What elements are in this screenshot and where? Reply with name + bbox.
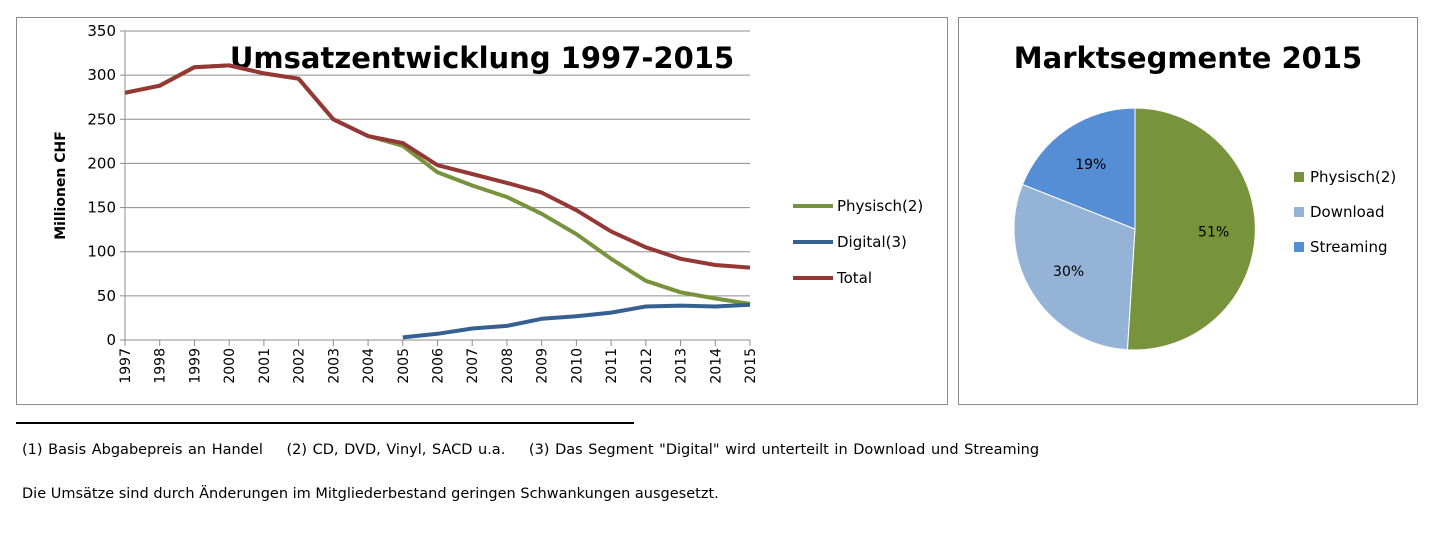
y-tick-label: 0 [106, 331, 116, 349]
pie-legend-label-physisch: Physisch(2) [1310, 168, 1396, 186]
x-tick-label: 1998 [153, 348, 169, 384]
pie-title: Marktsegmente 2015 [1014, 41, 1362, 75]
x-tick-label: 2000 [222, 348, 238, 384]
footnotes: (1) Basis Abgabepreis an Handel (2) CD, … [22, 442, 1057, 458]
x-tick-label: 2005 [396, 348, 412, 384]
pie-slice-streaming [1021, 107, 1136, 230]
series-line-total [124, 63, 751, 270]
pie-slice-physisch [1126, 107, 1256, 351]
pie-label-download: 30% [1053, 264, 1084, 280]
x-tick-label: 2015 [743, 348, 759, 384]
chart-title: Umsatzentwicklung 1997-2015 [230, 41, 734, 75]
pie-legend-label-streaming: Streaming [1310, 238, 1387, 256]
line-chart: 0 50 100 150 200 250 300 350 1997 1998 1999 2000 200… [53, 22, 923, 384]
x-tick-label: 2003 [326, 348, 342, 384]
y-tick-label: 100 [87, 243, 116, 261]
pie-chart: Marktsegmente 2015 51% 30% 19% Physisch(2) Do… [1013, 41, 1396, 351]
x-tick-label: 2007 [465, 348, 481, 384]
y-tick-label: 350 [87, 22, 116, 40]
x-tick-label: 2014 [708, 348, 724, 384]
pie-chart-panel: Marktsegmente 2015 51% 30% 19% Physisch(2) Do… [958, 17, 1418, 405]
x-tick-label: 2011 [604, 348, 620, 384]
x-tick-label: 2013 [674, 348, 690, 384]
line-chart-panel: 0 50 100 150 200 250 300 350 1997 1998 1999 2000 200… [16, 17, 948, 405]
pie-legend-swatch-streaming [1294, 242, 1304, 252]
footnote-1: (1) Basis Abgabepreis an Handel [22, 442, 263, 458]
x-tick-label: 2010 [569, 348, 585, 384]
footnote-3: (3) Das Segment "Digital" wird unterteil… [528, 442, 1040, 458]
y-tick-label: 150 [87, 199, 116, 217]
y-axis-label: Millionen CHF [53, 131, 69, 240]
x-tick-label: 2008 [500, 348, 516, 384]
series-line-physisch [124, 63, 751, 306]
x-tick-label: 2004 [361, 348, 377, 384]
y-tick-label: 50 [97, 287, 116, 305]
pie-label-streaming: 19% [1075, 157, 1106, 173]
y-tick-label: 250 [87, 110, 116, 128]
x-tick-label: 1999 [187, 348, 203, 384]
x-tick-label: 1997 [118, 348, 134, 384]
legend-label-total: Total [836, 269, 872, 287]
pie-legend-label-download: Download [1310, 203, 1385, 221]
x-tick-label: 2001 [257, 348, 273, 384]
remark-text: Die Umsätze sind durch Änderungen im Mit… [22, 486, 719, 502]
x-tick-label: 2012 [639, 348, 655, 384]
legend-label-digital: Digital(3) [837, 233, 907, 251]
y-tick-label: 300 [87, 66, 116, 84]
pie-legend-swatch-physisch [1294, 172, 1304, 182]
x-tick-label: 2009 [535, 348, 551, 384]
x-tick-label: 2006 [431, 348, 447, 384]
pie-slice-download [1013, 183, 1136, 351]
x-tick-label: 2002 [292, 348, 308, 384]
legend-label-physisch: Physisch(2) [837, 197, 923, 215]
y-tick-label: 200 [87, 154, 116, 172]
footnote-2: (2) CD, DVD, Vinyl, SACD u.a. [286, 442, 506, 458]
footnote-divider [16, 422, 634, 424]
pie-legend-swatch-download [1294, 207, 1304, 217]
pie-label-physisch: 51% [1198, 225, 1229, 241]
series-line-digital [402, 302, 751, 340]
